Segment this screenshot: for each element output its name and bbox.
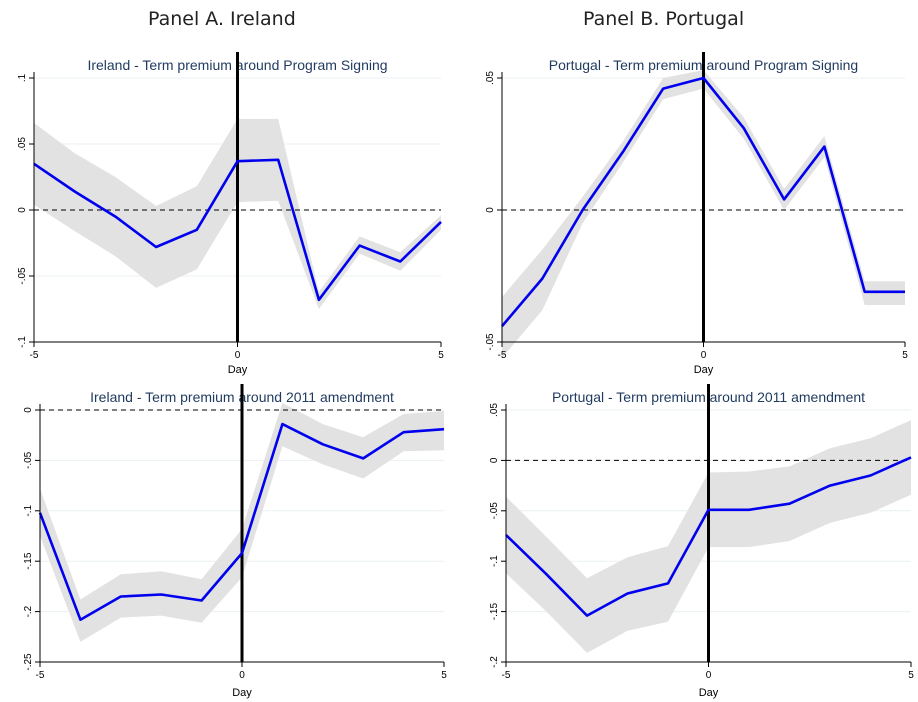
y-tick-label: 0 <box>23 407 34 413</box>
confidence-band <box>40 402 444 642</box>
confidence-band <box>34 118 441 310</box>
series-line <box>38 422 445 621</box>
y-tick-label: -.2 <box>489 656 500 668</box>
y-tick-label: -.05 <box>23 451 34 469</box>
chart-portugal-2011-amendment: Portugal - Term premium around 2011 amen… <box>489 384 914 699</box>
chart-portugal-program-signing: Portugal - Term premium around Program S… <box>485 52 908 376</box>
y-tick-label: -.05 <box>485 333 496 351</box>
y-tick-label: .05 <box>17 137 28 151</box>
panel-a-title: Panel A. Ireland <box>148 8 296 30</box>
x-axis-label: Day <box>699 687 719 699</box>
x-tick-label: -5 <box>502 670 511 681</box>
series-line <box>505 456 912 617</box>
y-tick-label: -.2 <box>23 605 34 617</box>
y-tick-label: .05 <box>485 71 496 85</box>
y-tick-label: -.05 <box>17 267 28 285</box>
chart-ireland-2011-amendment: Ireland - Term premium around 2011 amend… <box>23 384 447 699</box>
y-tick-label: -.05 <box>489 502 500 520</box>
x-tick-label: 5 <box>908 670 914 681</box>
x-tick-label: 0 <box>701 350 707 361</box>
y-tick-label: -.25 <box>23 653 34 671</box>
x-tick-label: -5 <box>498 350 507 361</box>
x-tick-label: 5 <box>438 350 444 361</box>
x-tick-label: 5 <box>441 670 447 681</box>
y-tick-label: .05 <box>489 403 500 417</box>
y-tick-label: 0 <box>17 207 28 213</box>
x-tick-label: 0 <box>239 670 245 681</box>
x-tick-label: 0 <box>235 350 241 361</box>
y-tick-label: 0 <box>485 207 496 213</box>
y-tick-label: 0 <box>489 457 500 463</box>
y-tick-label: -.1 <box>489 555 500 567</box>
chart-ireland-program-signing: Ireland - Term premium around Program Si… <box>17 52 444 376</box>
confidence-band <box>502 70 905 358</box>
x-tick-label: -5 <box>36 670 45 681</box>
x-tick-label: 5 <box>902 350 908 361</box>
series-line <box>33 158 442 302</box>
panel-b-title: Panel B. Portugal <box>583 8 745 30</box>
y-tick-label: -.15 <box>23 552 34 570</box>
x-axis-label: Day <box>694 364 714 376</box>
x-tick-label: 0 <box>706 670 712 681</box>
x-axis-label: Day <box>232 687 252 699</box>
x-tick-label: -5 <box>30 350 39 361</box>
series-line <box>501 76 905 328</box>
y-tick-label: -.1 <box>17 336 28 348</box>
y-tick-label: -.1 <box>23 505 34 517</box>
x-axis-label: Day <box>228 364 248 376</box>
y-tick-label: .1 <box>17 73 28 82</box>
y-tick-label: -.15 <box>489 603 500 621</box>
